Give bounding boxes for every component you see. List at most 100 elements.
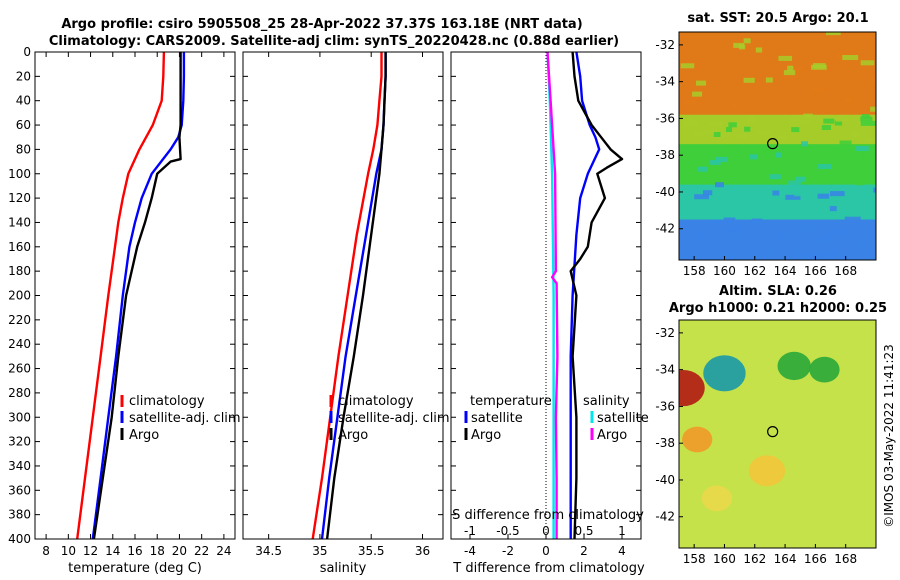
map-y-tick-label: -42 — [655, 510, 675, 524]
sst-pixel-block — [801, 141, 809, 147]
sst-pixel-block — [794, 191, 802, 197]
sst-pixel-block — [799, 200, 810, 205]
sst-pixel-block — [723, 186, 734, 192]
series-line-satellite-adj-clim — [320, 52, 387, 539]
map-y-tick-label: -42 — [655, 222, 675, 236]
series-line-climatology — [311, 52, 383, 539]
sst-band — [679, 219, 876, 260]
difference-salinity-legend: salinity satellite Argo — [583, 394, 649, 443]
sst-pixel-block — [824, 231, 836, 236]
map-x-tick-label: 168 — [834, 552, 857, 566]
imos-timestamp: ©IMOS 03-May-2022 11:41:23 — [882, 344, 896, 528]
sst-pixel-block — [743, 38, 751, 44]
sst-pixel-block — [696, 80, 707, 86]
sst-pixel-block — [711, 220, 722, 225]
sst-pixel-block — [823, 118, 835, 124]
difference-panel: -4 -2 0 2 4 -1 -0.5 0 0.5 1 — [450, 51, 642, 558]
map-y-tick-label: -36 — [655, 399, 675, 413]
sst-pixel-block — [727, 145, 738, 151]
map-x-tick-label: 158 — [683, 552, 706, 566]
legend-label-argo: Argo — [129, 428, 159, 443]
legend-heading-temperature: temperature — [470, 394, 552, 409]
legend-heading-salinity: salinity — [583, 394, 630, 409]
sst-pixel-block — [804, 256, 819, 260]
salinity-legend: climatology satellite-adj. clim Argo — [329, 394, 450, 443]
y-tick-label: 180 — [8, 264, 31, 278]
sst-map-panel: 158 160 162 164 166 168 -32 -34 -36 -38 -40 -42 — [655, 31, 877, 278]
difference-top-xlabel: S difference from climatology — [452, 508, 644, 523]
series-line-argo — [92, 52, 182, 539]
sst-pixel-block — [724, 254, 734, 260]
temperature-legend: climatology satellite-adj. clim Argo — [120, 394, 241, 443]
sst-pixel-block — [776, 145, 787, 151]
sst-pixel-block — [865, 137, 876, 143]
sst-pixel-block — [744, 202, 755, 208]
sst-pixel-block — [726, 226, 742, 232]
sst-pixel-block — [835, 116, 848, 122]
sst-pixel-block — [723, 217, 736, 223]
sst-pixel-block — [728, 122, 737, 128]
argo-location-marker — [767, 426, 779, 438]
legend-label-satellite-clim: satellite-adj. clim — [129, 411, 241, 426]
y-tick-label: 20 — [16, 69, 31, 83]
sst-pixel-block — [818, 164, 832, 169]
sst-pixel-block — [830, 191, 845, 197]
map-y-tick-label: -38 — [655, 436, 675, 450]
x-tick-label: -4 — [464, 544, 476, 558]
y-tick-label: 120 — [8, 191, 31, 205]
map-y-tick-label: -40 — [655, 185, 675, 199]
x-tick-label: 22 — [194, 544, 209, 558]
map-y-tick-label: -34 — [655, 363, 675, 377]
map-x-tick-label: 164 — [774, 264, 797, 278]
sst-pixel-block — [859, 239, 866, 245]
sst-map-title: sat. SST: 20.5 Argo: 20.1 — [687, 11, 868, 26]
sst-pixel-block — [860, 120, 876, 126]
map-frame — [678, 319, 877, 549]
x-tick-label: 10 — [61, 544, 76, 558]
legend-label-climatology: climatology — [338, 394, 414, 409]
sst-pixel-block — [707, 129, 721, 135]
sst-pixel-block — [769, 174, 781, 180]
sla-anomaly-feature — [682, 426, 713, 453]
y-tick-label: 60 — [16, 118, 31, 132]
series-line-temperature-satellite — [569, 52, 601, 539]
sst-pixel-block — [755, 47, 763, 53]
y-tick-label: 340 — [8, 459, 31, 473]
x-tick-label: 20 — [172, 544, 187, 558]
x-tick-label: 35.5 — [358, 544, 385, 558]
sst-pixel-block — [771, 185, 782, 191]
sst-pixel-block — [726, 127, 733, 132]
argo-location-marker — [767, 138, 779, 150]
sst-pixel-block — [817, 236, 832, 242]
sst-pixel-block — [789, 116, 801, 122]
sst-pixel-block — [803, 113, 813, 119]
sst-pixel-block — [743, 77, 755, 83]
sst-pixel-block — [713, 132, 721, 137]
top-x-tick-label: 0.5 — [574, 524, 593, 538]
sst-pixel-block — [697, 161, 704, 166]
sst-pixel-block — [778, 55, 793, 61]
y-tick-label: 80 — [16, 142, 31, 156]
y-tick-label: 100 — [8, 167, 31, 181]
y-tick-label: 40 — [16, 94, 31, 108]
sst-pixel-block — [838, 228, 853, 234]
sla-anomaly-feature — [809, 356, 840, 383]
sla-map-title-line2: Argo h1000: 0.21 h2000: 0.25 — [669, 301, 887, 316]
y-tick-label: 380 — [8, 508, 31, 522]
map-y-tick-label: -32 — [655, 38, 675, 52]
x-tick-label: 34.5 — [255, 544, 282, 558]
map-x-tick-label: 166 — [804, 552, 827, 566]
sst-pixel-block — [694, 131, 706, 137]
sst-pixel-block — [733, 42, 745, 48]
sst-pixel-block — [783, 70, 796, 76]
sst-pixel-block — [844, 216, 861, 222]
x-tick-label: 4 — [618, 544, 626, 558]
y-tick-label: 280 — [8, 386, 31, 400]
map-x-tick-label: 168 — [834, 264, 857, 278]
series-line-satellite-adj-clim — [91, 52, 186, 539]
sla-anomaly-feature — [679, 370, 705, 407]
y-tick-label: 220 — [8, 313, 31, 327]
sst-pixel-block — [785, 194, 801, 200]
sst-pixel-block — [695, 230, 703, 236]
